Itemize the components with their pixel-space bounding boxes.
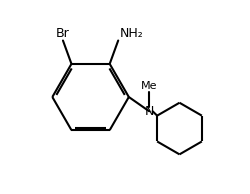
Text: Br: Br [56,27,70,40]
Text: N: N [144,105,154,118]
Text: NH₂: NH₂ [120,27,144,40]
Text: Me: Me [141,81,158,91]
